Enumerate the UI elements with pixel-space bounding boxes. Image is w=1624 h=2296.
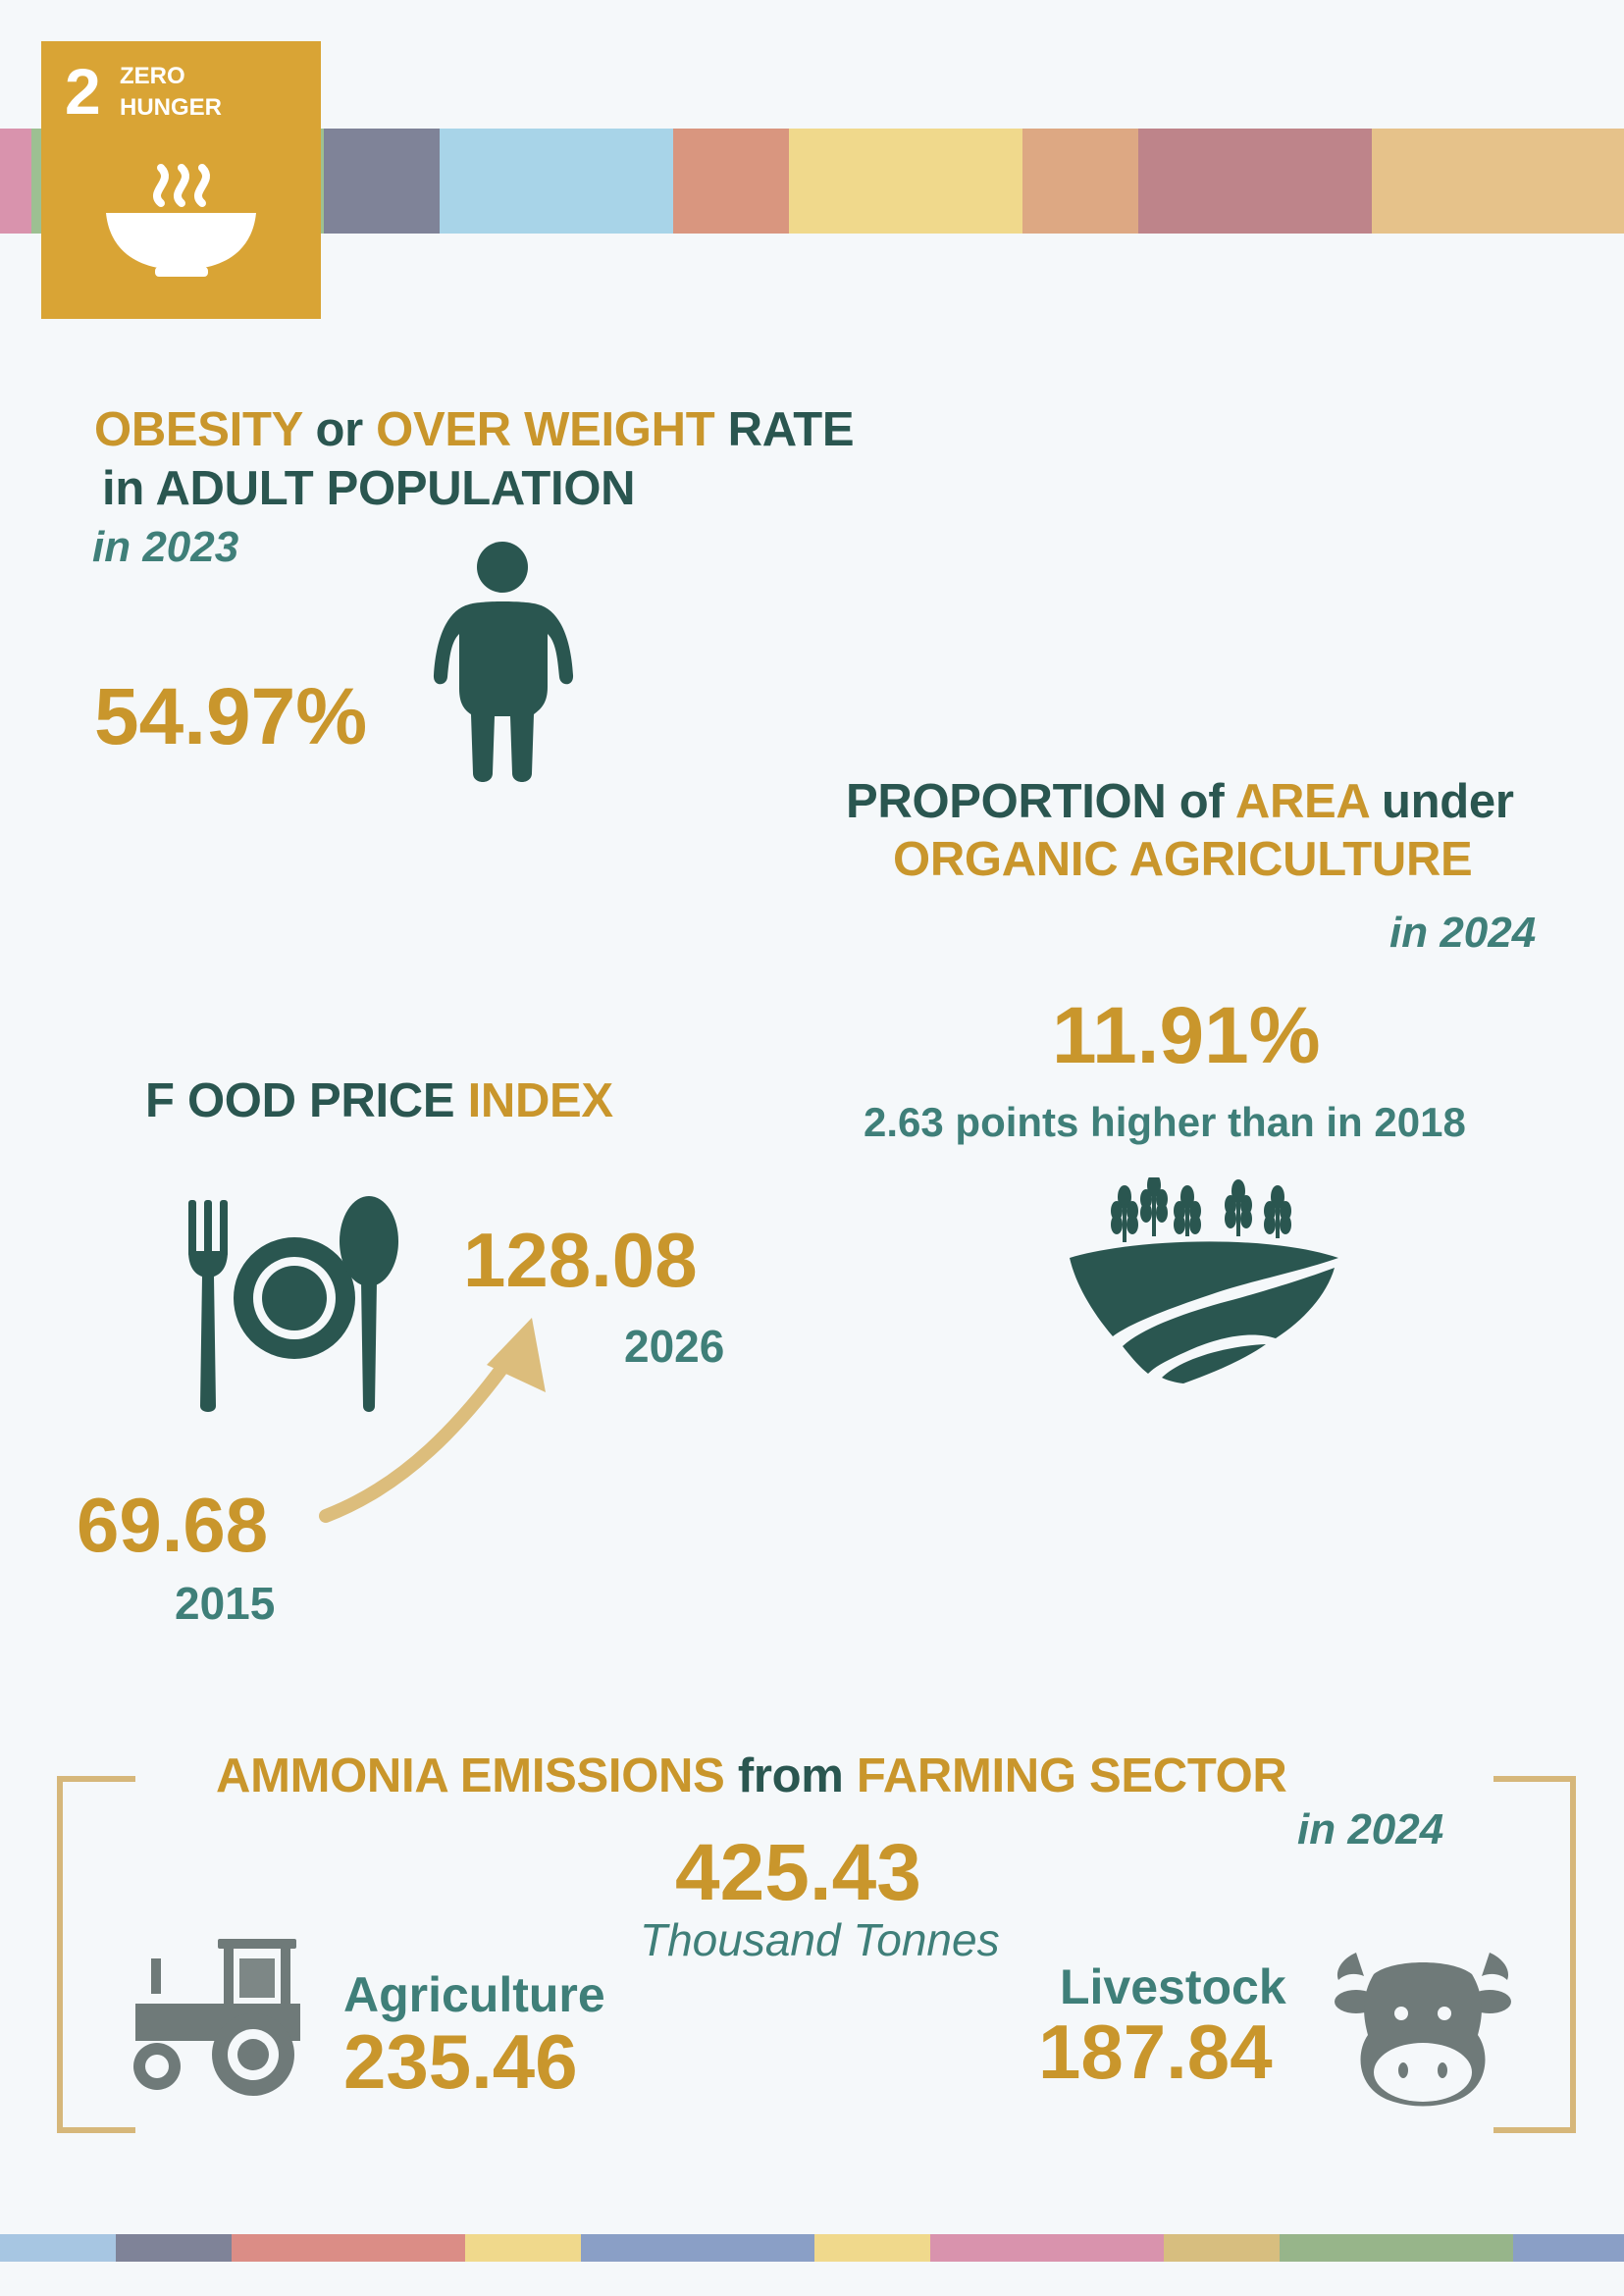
- bracket-left: [57, 1776, 135, 2133]
- top-stripe-segment: [0, 129, 31, 234]
- organic-title-word2: AREA: [1234, 775, 1369, 828]
- cow-head-icon: [1335, 1953, 1511, 2107]
- obesity-title-word3: OVER WEIGHT: [376, 403, 715, 456]
- top-stripe-segment: [324, 129, 440, 234]
- bottom-stripe-segment: [814, 2234, 930, 2262]
- ammonia-year: in 2024: [1297, 1805, 1444, 1853]
- sdg-goal-tile: 2 ZERO HUNGER: [41, 41, 321, 319]
- top-stripe-segment: [1022, 129, 1138, 234]
- food-price-title-word2: INDEX: [467, 1074, 614, 1127]
- organic-value: 11.91%: [1052, 991, 1321, 1080]
- bottom-stripe-segment: [1513, 2234, 1624, 2262]
- bottom-color-stripe: [0, 2234, 1624, 2262]
- bottom-stripe-segment: [581, 2234, 814, 2262]
- soup-bowl-icon: [106, 164, 256, 277]
- food-price-end-year: 2026: [624, 1321, 725, 1372]
- agriculture-label: Agriculture: [343, 1967, 605, 2022]
- arrow-up-icon: [319, 1318, 546, 1523]
- bottom-stripe-segment: [1280, 2234, 1513, 2262]
- ammonia-title-word3: FARMING SECTOR: [856, 1749, 1287, 1802]
- plate-cutlery-icon: [188, 1196, 398, 1412]
- top-stripe-segment: [1138, 129, 1372, 234]
- obesity-title-line2: in ADULT POPULATION: [102, 462, 636, 515]
- food-price-title: F OOD PRICE INDEX: [145, 1077, 613, 1125]
- ammonia-title-word1: AMMONIA EMISSIONS: [216, 1749, 725, 1802]
- organic-title-line2: ORGANIC AGRICULTURE: [893, 833, 1473, 886]
- ammonia-unit: Thousand Tonnes: [640, 1914, 1000, 1965]
- organic-year: in 2024: [1389, 909, 1537, 957]
- bottom-stripe-segment: [116, 2234, 232, 2262]
- obesity-title-word4: RATE: [727, 403, 855, 456]
- goal-title-line1: ZERO: [120, 63, 185, 89]
- bottom-stripe-segment: [930, 2234, 1164, 2262]
- food-price-title-word1: F OOD PRICE: [145, 1074, 455, 1127]
- bottom-stripe-segment: [232, 2234, 465, 2262]
- ammonia-title: AMMONIA EMISSIONS from FARMING SECTOR: [216, 1752, 1287, 1800]
- obesity-title-line1: OBESITY or OVER WEIGHT RATE: [94, 403, 855, 456]
- organic-title-line1: PROPORTION of AREA under: [846, 778, 1514, 826]
- food-price-start-value: 69.68: [77, 1482, 269, 1568]
- bottom-stripe-segment: [465, 2234, 581, 2262]
- top-stripe-segment: [440, 129, 673, 234]
- agriculture-value: 235.46: [343, 2018, 578, 2105]
- ammonia-title-word2: from: [737, 1749, 844, 1802]
- bottom-stripe-segment: [1164, 2234, 1280, 2262]
- person-icon: [433, 542, 574, 782]
- organic-note: 2.63 points higher than in 2018: [864, 1099, 1466, 1145]
- goal-number: 2: [65, 55, 101, 128]
- top-stripe-segment: [673, 129, 789, 234]
- obesity-year: in 2023: [92, 523, 239, 571]
- obesity-title-word2: or: [315, 403, 363, 456]
- bracket-right: [1493, 1776, 1576, 2133]
- food-price-start-year: 2015: [175, 1578, 276, 1629]
- livestock-value: 187.84: [1038, 2009, 1273, 2095]
- tractor-icon: [133, 1939, 300, 2096]
- organic-title-word3: under: [1382, 775, 1514, 828]
- top-stripe-segment: [789, 129, 1022, 234]
- obesity-value: 54.97%: [94, 672, 368, 761]
- livestock-label: Livestock: [1060, 1959, 1286, 2014]
- ammonia-total: 425.43: [675, 1828, 921, 1917]
- top-stripe-segment: [1372, 129, 1624, 234]
- food-price-end-value: 128.08: [463, 1217, 698, 1303]
- goal-title-line2: HUNGER: [120, 94, 223, 121]
- bottom-stripe-segment: [0, 2234, 116, 2262]
- obesity-title-word1: OBESITY: [94, 403, 303, 456]
- organic-title-word1: PROPORTION of: [846, 775, 1225, 828]
- farm-field-icon: [1070, 1177, 1338, 1383]
